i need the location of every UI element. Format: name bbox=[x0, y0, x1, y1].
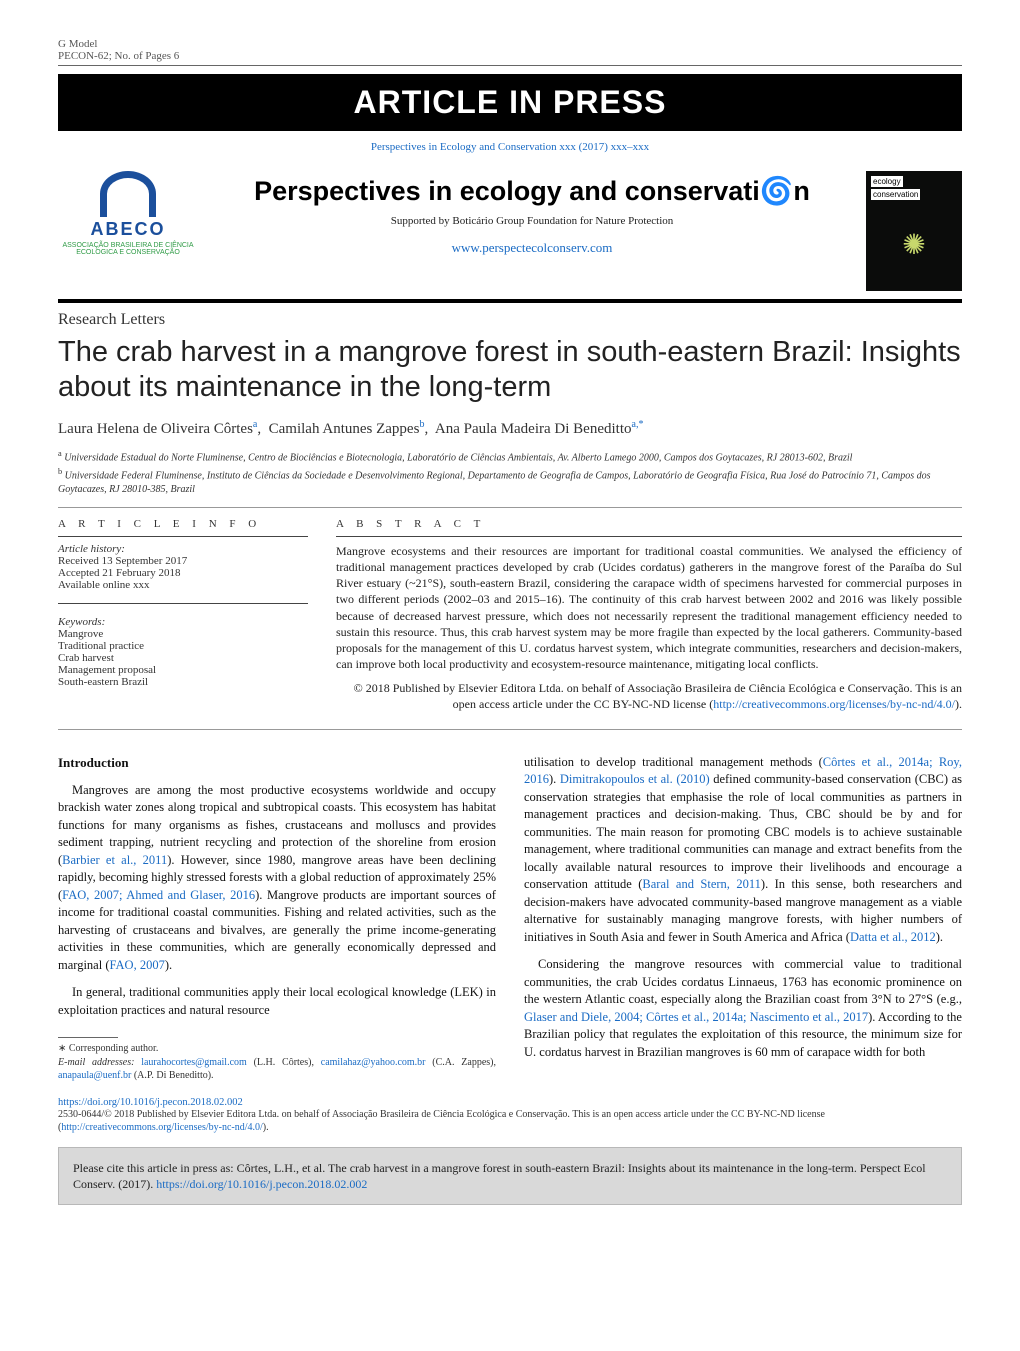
keyword-2: Traditional practice bbox=[58, 640, 308, 652]
doi-link[interactable]: https://doi.org/10.1016/j.pecon.2018.02.… bbox=[58, 1097, 243, 1108]
cc-license-link[interactable]: http://creativecommons.org/licenses/by-n… bbox=[713, 697, 955, 711]
page-root: G Model PECON-62; No. of Pages 6 ARTICLE… bbox=[0, 0, 1020, 1225]
cover-tag-ecology: ecology bbox=[871, 176, 903, 187]
abstract-head: A B S T R A C T bbox=[336, 518, 962, 534]
email-dibeneditto[interactable]: anapaula@uenf.br bbox=[58, 1070, 131, 1081]
masthead: ABECO ASSOCIAÇÃO BRASILEIRA DE CIÊNCIA E… bbox=[58, 165, 962, 299]
intro-para-1: Mangroves are among the most productive … bbox=[58, 782, 496, 975]
ref-glaser-diele[interactable]: Glaser and Diele, 2004; Côrtes et al., 2… bbox=[524, 1010, 868, 1024]
corr-author-label: Corresponding author. bbox=[69, 1043, 158, 1054]
author-1: Laura Helena de Oliveira Côrtes bbox=[58, 421, 253, 437]
affiliation-a: a Universidade Estadual do Norte Flumine… bbox=[58, 448, 962, 465]
abstract-copyright: © 2018 Published by Elsevier Editora Ltd… bbox=[336, 680, 962, 712]
author-1-affil: a bbox=[253, 419, 257, 430]
keyword-5: South-eastern Brazil bbox=[58, 676, 308, 688]
abstract-copyright-close: ). bbox=[955, 697, 962, 711]
divider bbox=[58, 507, 962, 508]
issn-copyright: 2530-0644/© 2018 Published by Elsevier E… bbox=[58, 1108, 962, 1135]
journal-website-link[interactable]: www.perspectecolconserv.com bbox=[452, 240, 613, 255]
cover-art-icon: ✺ bbox=[871, 202, 957, 286]
article-info-head: A R T I C L E I N F O bbox=[58, 518, 308, 534]
pecon-line: PECON-62; No. of Pages 6 bbox=[58, 50, 962, 62]
author-list: Laura Helena de Oliveira Côrtesa, Camila… bbox=[58, 419, 962, 438]
email-addresses: E-mail addresses: laurahocortes@gmail.co… bbox=[58, 1056, 496, 1083]
email-zappes[interactable]: camilahaz@yahoo.com.br bbox=[321, 1057, 426, 1068]
intro-para-4: Considering the mangrove resources with … bbox=[524, 956, 962, 1061]
email-label: E-mail addresses: bbox=[58, 1057, 134, 1068]
abeco-text: ABECO bbox=[90, 219, 165, 240]
meta-abstract-row: A R T I C L E I N F O Article history: R… bbox=[58, 518, 962, 713]
keywords-label: Keywords: bbox=[58, 616, 308, 628]
doi-link-line: https://doi.org/10.1016/j.pecon.2018.02.… bbox=[58, 1097, 962, 1108]
history-label: Article history: bbox=[58, 543, 308, 555]
abeco-logo: ABECO ASSOCIAÇÃO BRASILEIRA DE CIÊNCIA E… bbox=[58, 171, 198, 257]
affil-a-sup: a bbox=[58, 449, 62, 458]
author-3: Ana Paula Madeira Di Beneditto bbox=[435, 421, 632, 437]
cc-license-link-footer[interactable]: http://creativecommons.org/licenses/by-n… bbox=[61, 1122, 262, 1133]
footnote-rule bbox=[58, 1037, 118, 1038]
thick-divider bbox=[58, 299, 962, 303]
citation-box: Please cite this article in press as: Cô… bbox=[58, 1147, 962, 1205]
intro-para-2: In general, traditional communities appl… bbox=[58, 984, 496, 1019]
left-column: Introduction Mangroves are among the mos… bbox=[58, 754, 496, 1083]
keyword-4: Management proposal bbox=[58, 664, 308, 676]
journal-reference-link[interactable]: Perspectives in Ecology and Conservation… bbox=[371, 141, 649, 153]
journal-cover-thumbnail: ecology conservation ✺ bbox=[866, 171, 962, 291]
keyword-3: Crab harvest bbox=[58, 652, 308, 664]
corresponding-author-note: ∗ Corresponding author. bbox=[58, 1042, 496, 1056]
accepted-date: Accepted 21 February 2018 bbox=[58, 567, 308, 579]
supported-by: Supported by Boticário Group Foundation … bbox=[222, 215, 842, 227]
asterisk-icon: ∗ bbox=[58, 1043, 69, 1054]
abeco-subtitle: ASSOCIAÇÃO BRASILEIRA DE CIÊNCIA ECOLÓGI… bbox=[58, 242, 198, 257]
ref-datta[interactable]: Datta et al., 2012 bbox=[850, 930, 936, 944]
abstract-col: A B S T R A C T Mangrove ecosystems and … bbox=[336, 518, 962, 713]
intro-para-3: utilisation to develop traditional manag… bbox=[524, 754, 962, 947]
article-info-col: A R T I C L E I N F O Article history: R… bbox=[58, 518, 308, 713]
ref-fao-2007-b[interactable]: FAO, 2007 bbox=[110, 958, 165, 972]
ref-barbier-2011[interactable]: Barbier et al., 2011 bbox=[62, 853, 167, 867]
author-2-affil: b bbox=[419, 419, 424, 430]
divider bbox=[336, 536, 962, 537]
journal-reference: Perspectives in Ecology and Conservation… bbox=[58, 141, 962, 153]
introduction-heading: Introduction bbox=[58, 754, 496, 772]
email-cortes[interactable]: laurahocortes@gmail.com bbox=[141, 1057, 247, 1068]
article-in-press-banner: ARTICLE IN PRESS bbox=[58, 74, 962, 131]
citation-doi-link[interactable]: https://doi.org/10.1016/j.pecon.2018.02.… bbox=[156, 1177, 367, 1191]
author-3-affil: a,* bbox=[632, 419, 644, 430]
section-type: Research Letters bbox=[58, 311, 962, 329]
masthead-center: Perspectives in ecology and conservati🌀n… bbox=[212, 171, 852, 257]
divider bbox=[58, 603, 308, 604]
body-columns: Introduction Mangroves are among the mos… bbox=[58, 754, 962, 1083]
divider bbox=[58, 536, 308, 537]
ref-fao-2007[interactable]: FAO, 2007; Ahmed and Glaser, 2016 bbox=[62, 888, 255, 902]
model-header: G Model bbox=[58, 38, 962, 50]
abeco-ring-icon bbox=[100, 171, 156, 217]
affil-b-text: Universidade Federal Fluminense, Institu… bbox=[58, 471, 931, 496]
available-online: Available online xxx bbox=[58, 579, 308, 591]
cover-tag-conservation: conservation bbox=[871, 189, 920, 200]
g-model-label: G Model bbox=[58, 38, 97, 50]
journal-title: Perspectives in ecology and conservati🌀n bbox=[222, 175, 842, 207]
divider bbox=[58, 65, 962, 66]
received-date: Received 13 September 2017 bbox=[58, 555, 308, 567]
author-2: Camilah Antunes Zappes bbox=[269, 421, 420, 437]
abstract-text: Mangrove ecosystems and their resources … bbox=[336, 543, 962, 673]
keyword-1: Mangrove bbox=[58, 628, 308, 640]
affiliation-b: b Universidade Federal Fluminense, Insti… bbox=[58, 466, 962, 496]
divider bbox=[58, 729, 962, 730]
ref-dimitrakopoulos[interactable]: Dimitrakopoulos et al. (2010) bbox=[560, 772, 710, 786]
affil-b-sup: b bbox=[58, 467, 62, 476]
article-title: The crab harvest in a mangrove forest in… bbox=[58, 335, 962, 405]
right-column: utilisation to develop traditional manag… bbox=[524, 754, 962, 1083]
affil-a-text: Universidade Estadual do Norte Fluminens… bbox=[64, 452, 852, 463]
ref-baral-stern[interactable]: Baral and Stern, 2011 bbox=[642, 877, 761, 891]
